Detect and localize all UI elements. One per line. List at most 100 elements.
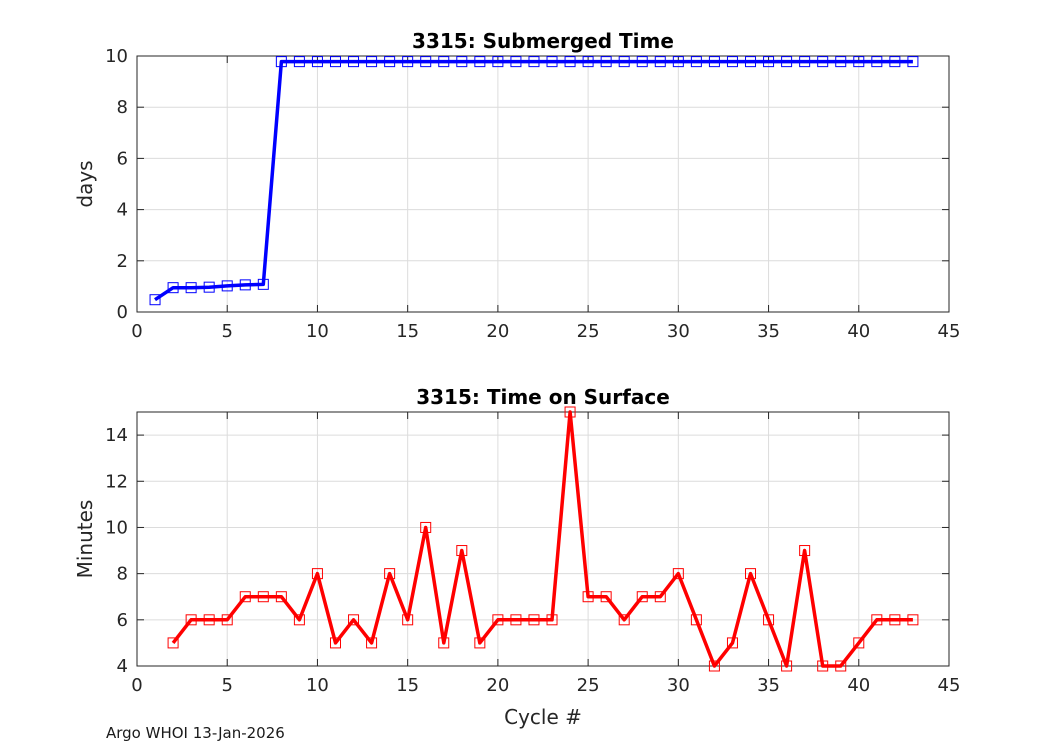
data-point [221, 614, 233, 626]
data-point [492, 614, 504, 626]
data-point [402, 56, 414, 68]
data-point [329, 56, 341, 68]
plot-area [137, 56, 949, 312]
y-tick-label: 4 [117, 200, 128, 221]
data-point [185, 614, 197, 626]
data-point [149, 294, 161, 306]
data-point [420, 56, 432, 68]
data-point [799, 56, 811, 68]
plot-area [137, 412, 949, 666]
data-point [907, 614, 919, 626]
y-tick-label: 10 [105, 517, 128, 538]
x-tick-label: 5 [221, 675, 232, 696]
data-point [907, 56, 919, 68]
data-point [690, 614, 702, 626]
data-point [528, 56, 540, 68]
x-tick-label: 40 [847, 675, 870, 696]
axes-box [136, 55, 950, 313]
data-point [456, 56, 468, 68]
data-point [817, 660, 829, 672]
data-point [311, 56, 323, 68]
x-tick-label: 20 [486, 675, 509, 696]
chart-title: 3315: Submerged Time [412, 29, 674, 53]
data-point [708, 56, 720, 68]
y-tick-label: 4 [117, 656, 128, 677]
data-point [763, 56, 775, 68]
chart-submerged: 0 5 10 15 20 25 30 35 40 45 0 2 4 6 8 10 3315: Submerged… [73, 29, 960, 342]
data-point [672, 568, 684, 580]
data-point [781, 660, 793, 672]
series-line [171, 410, 913, 668]
data-point [564, 406, 576, 418]
data-point [293, 56, 305, 68]
data-point [781, 56, 793, 68]
data-point [492, 56, 504, 68]
data-point [654, 56, 666, 68]
x-tick-label: 40 [847, 321, 870, 342]
data-point [636, 56, 648, 68]
x-tick-label: 30 [667, 675, 690, 696]
data-point [366, 637, 378, 649]
data-point [618, 614, 630, 626]
data-point [889, 56, 901, 68]
data-point [348, 614, 360, 626]
y-axis-label: days [73, 160, 97, 207]
data-point [510, 614, 522, 626]
data-point [384, 56, 396, 68]
x-tick-label: 0 [131, 321, 142, 342]
data-point [817, 56, 829, 68]
data-point [167, 637, 179, 649]
y-tick-label: 12 [105, 471, 128, 492]
data-point [239, 591, 251, 603]
y-tick-label: 6 [117, 148, 128, 169]
data-point [745, 568, 757, 580]
data-point [257, 278, 269, 290]
x-tick-label: 10 [306, 675, 329, 696]
data-point [185, 282, 197, 294]
x-tick-label: 15 [396, 321, 419, 342]
data-point [311, 568, 323, 580]
y-tick-label: 6 [117, 610, 128, 631]
data-point [203, 614, 215, 626]
y-tick-label: 8 [117, 564, 128, 585]
data-point [384, 568, 396, 580]
data-point [275, 591, 287, 603]
x-tick-label: 45 [938, 675, 961, 696]
data-point [636, 591, 648, 603]
data-point [600, 591, 612, 603]
data-point [672, 56, 684, 68]
data-point [221, 280, 233, 292]
data-point [853, 637, 865, 649]
data-point [600, 56, 612, 68]
x-tick-label: 30 [667, 321, 690, 342]
data-point [745, 56, 757, 68]
data-point [726, 637, 738, 649]
y-tick-label: 0 [117, 302, 128, 323]
x-tick-label: 10 [306, 321, 329, 342]
data-point [528, 614, 540, 626]
data-point [438, 637, 450, 649]
y-axis-label: Minutes [73, 500, 97, 579]
data-point [618, 56, 630, 68]
y-tick-label: 14 [105, 425, 128, 446]
data-point [708, 660, 720, 672]
data-point [546, 56, 558, 68]
x-tick-label: 20 [486, 321, 509, 342]
data-point [438, 56, 450, 68]
x-tick-label: 45 [938, 321, 961, 342]
data-point [420, 521, 432, 533]
data-point [203, 281, 215, 293]
data-point [402, 614, 414, 626]
y-tick-label: 2 [117, 251, 128, 272]
data-point [726, 56, 738, 68]
data-point [871, 56, 883, 68]
data-point [763, 614, 775, 626]
data-point [275, 56, 287, 68]
y-tick-label: 10 [105, 46, 128, 67]
x-tick-label: 35 [757, 321, 780, 342]
chart-surface: 0 5 10 15 20 25 30 35 40 45 4 6 8 10 12 14 3315: Time on… [73, 385, 960, 729]
data-point [348, 56, 360, 68]
chart-title: 3315: Time on Surface [416, 385, 670, 409]
data-point [835, 56, 847, 68]
x-tick-label: 15 [396, 675, 419, 696]
